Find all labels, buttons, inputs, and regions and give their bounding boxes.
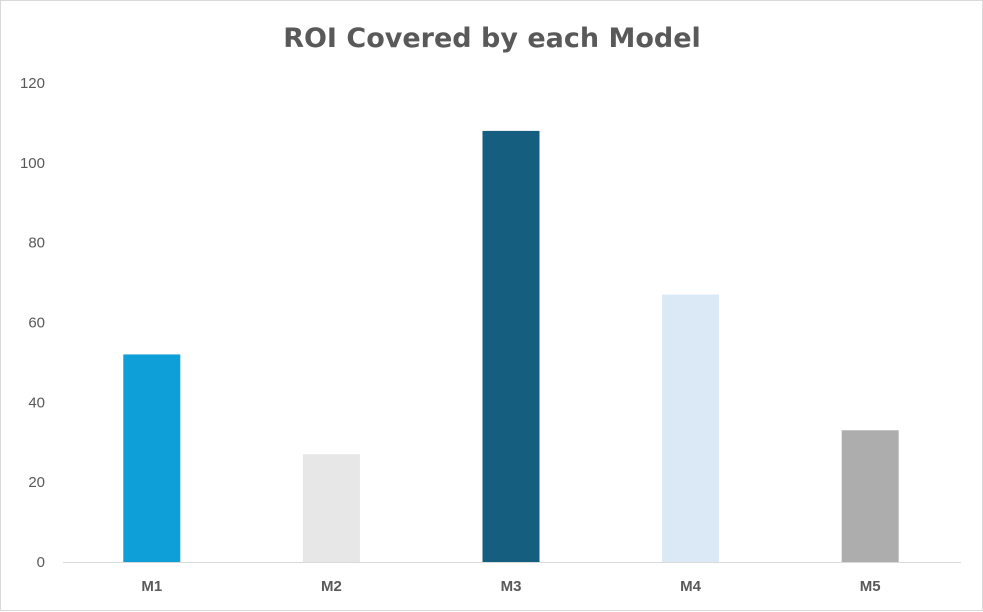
y-tick-label: 40 [28, 394, 45, 411]
bars-group [123, 130, 899, 562]
x-tick-label: M2 [321, 578, 342, 595]
bar-m1 [123, 354, 181, 562]
bar-m5 [841, 430, 899, 562]
y-tick-label: 120 [20, 75, 45, 92]
x-tick-label: M5 [860, 578, 881, 595]
bar-m2 [302, 454, 360, 562]
bar-m3 [482, 130, 540, 562]
x-tick-label: M4 [680, 578, 701, 595]
y-axis: 0 20 40 60 80 100 120 [20, 75, 45, 571]
chart-title: ROI Covered by each Model [283, 23, 701, 54]
y-tick-label: 60 [28, 315, 45, 332]
x-tick-label: M3 [501, 578, 522, 595]
y-tick-label: 0 [37, 554, 45, 571]
y-tick-label: 20 [28, 474, 45, 491]
y-tick-label: 80 [28, 235, 45, 252]
bar-m4 [662, 294, 720, 562]
y-tick-label: 100 [20, 155, 45, 172]
x-axis: M1 M2 M3 M4 M5 [141, 578, 880, 595]
x-tick-label: M1 [141, 578, 162, 595]
